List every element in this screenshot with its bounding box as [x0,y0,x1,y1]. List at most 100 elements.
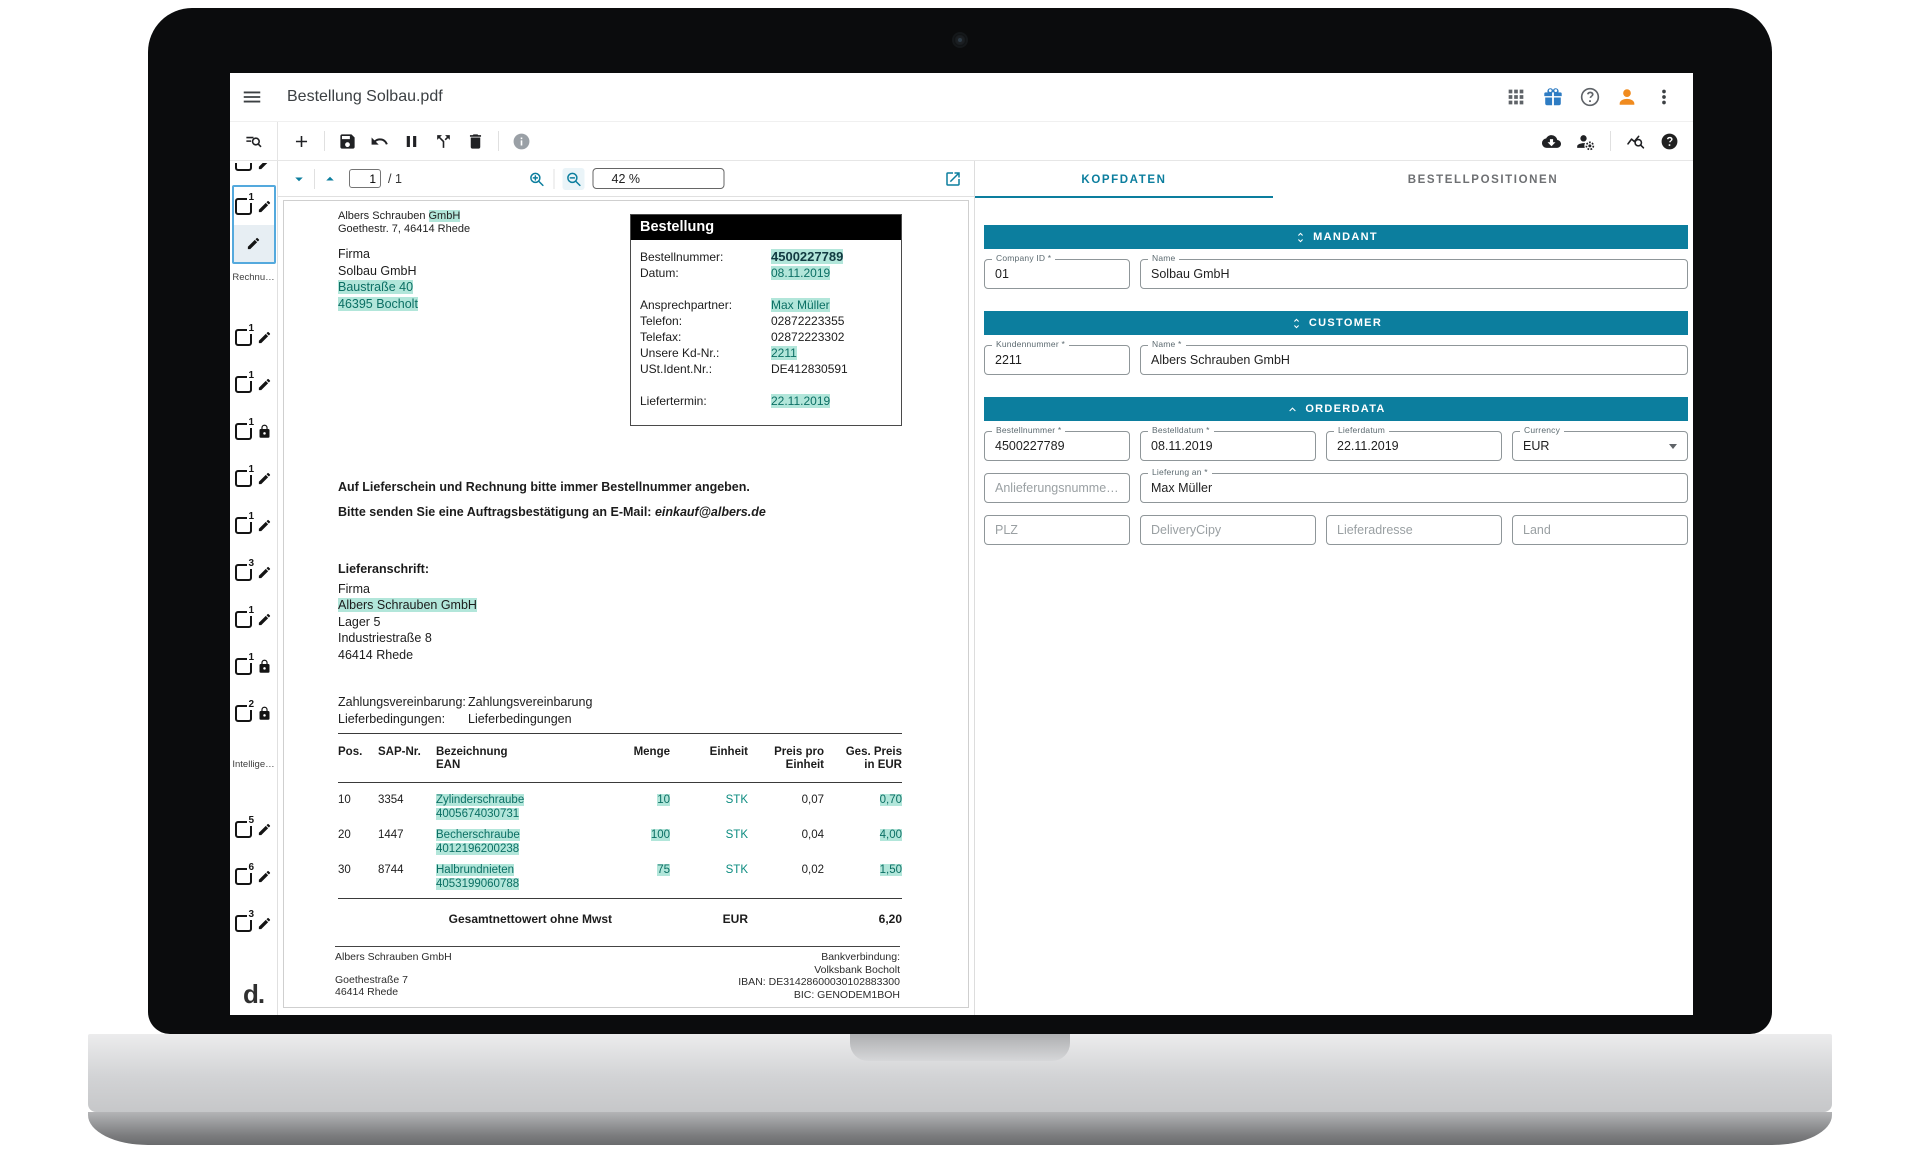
highlighted-token[interactable]: 10 [657,794,670,806]
highlighted-token[interactable]: 4005674030731 [436,807,520,820]
thumbnail-item[interactable]: 1 [235,417,272,444]
page-number-input[interactable] [349,169,381,188]
audit-search-icon[interactable] [1626,132,1645,151]
open-in-new-icon[interactable] [944,170,962,188]
highlighted-token[interactable]: 2211 [771,346,797,360]
app-header: Bestellung Solbau.pdf [230,73,1693,122]
thumbnail-item[interactable]: 3 [235,909,272,936]
highlighted-token[interactable]: 0,70 [879,794,902,806]
document-icon: 3 [235,909,255,932]
highlighted-token[interactable]: Max Müller [771,298,830,312]
thumbnail-item[interactable]: 5 [235,815,272,842]
thumbnail-item-partial[interactable] [235,163,272,171]
thumbnail-item[interactable]: 1 [235,605,272,632]
highlighted-token[interactable]: 4500227789 [771,249,844,264]
section-header-mandant[interactable]: MANDANT [984,225,1688,249]
more-options-icon[interactable] [1653,86,1675,108]
highlighted-token[interactable]: Zylinderschraube [436,794,525,806]
highlighted-token[interactable]: 75 [657,864,670,876]
gift-icon[interactable] [1542,86,1564,108]
bestellnummer-field[interactable]: Bestellnummer * 4500227789 [984,425,1130,461]
document-toolbar [230,122,1693,161]
thumbnail-item[interactable]: 2 [235,699,272,726]
order-box-title: Bestellung [631,215,901,240]
pdf-order-box: Bestellung Bestellnummer: 4500227789 Datu… [630,214,902,426]
thumbnail-sidebar: 1 Rechnu… 1 1 [230,161,278,1015]
tab-kopfdaten[interactable]: KOPFDATEN [975,161,1273,198]
undo-icon[interactable] [370,132,389,151]
document-icon: 1 [235,193,255,215]
split-document-icon[interactable] [434,132,453,151]
company-id-field[interactable]: Company ID * 01 [984,253,1130,289]
page-up-icon[interactable] [321,170,339,188]
highlighted-token[interactable]: Becherschraube [436,829,520,841]
thumbnail-item[interactable]: 6 [235,862,272,889]
thumbnail-item[interactable]: 3 [235,558,272,585]
info-icon[interactable] [512,132,531,151]
zoom-out-icon[interactable] [565,170,583,188]
thumbnail-item[interactable]: 1 [235,511,272,538]
zoom-controls: 42 % [528,167,725,190]
lieferdatum-field[interactable]: Lieferdatum 22.11.2019 [1326,425,1502,461]
table-row: 20 1447 Becherschraube 4012196200238 100 … [338,829,902,855]
thumbnail-item[interactable]: 1 [235,370,272,397]
document-icon: 2 [235,699,255,722]
pdf-footer: Albers Schrauben GmbH Goethestraße 7 464… [335,946,900,1001]
highlighted-token[interactable]: 22.11.2019 [771,394,831,408]
apps-grid-icon[interactable] [1505,86,1527,108]
highlighted-token[interactable]: 46395 Bocholt [338,296,418,311]
delete-icon[interactable] [466,132,485,151]
pencil-icon [258,163,268,170]
land-field[interactable]: Land [1512,515,1688,545]
laptop-bezel: Bestellung Solbau.pdf [148,8,1772,1034]
highlighted-token[interactable]: Halbrundnieten [436,864,515,876]
kundennummer-field[interactable]: Kundennummer * 2211 [984,339,1130,375]
thumbnail-item-selected[interactable]: 1 [231,185,276,264]
highlighted-token[interactable]: 08.11.2019 [771,266,831,280]
cloud-download-icon[interactable] [1542,132,1561,151]
help-filled-icon[interactable] [1660,132,1679,151]
bestelldatum-field[interactable]: Bestelldatum * 08.11.2019 [1140,425,1316,461]
currency-select[interactable]: Currency EUR [1512,425,1688,461]
menu-icon[interactable] [241,86,263,108]
lieferung-an-field[interactable]: Lieferung an * Max Müller [1140,467,1688,503]
document-icon: 1 [235,417,255,440]
highlighted-token[interactable]: 4012196200238 [436,842,520,855]
dvelop-logo: d. [242,979,265,1009]
mandant-name-field[interactable]: Name Solbau GmbH [1140,253,1688,289]
plz-field[interactable]: PLZ [984,515,1130,545]
thumbnail-item[interactable]: 1 [235,464,272,491]
delivery-city-field[interactable]: DeliveryCipy [1140,515,1316,545]
customer-name-field[interactable]: Name * Albers Schrauben GmbH [1140,339,1688,375]
highlighted-token[interactable]: 4,00 [879,829,902,841]
metadata-panel: KOPFDATEN BESTELLPOSITIONEN MANDANT Comp… [975,161,1693,1015]
page-count-badge: 1 [247,192,255,203]
zoom-in-icon[interactable] [528,170,546,188]
section-header-orderdata[interactable]: ORDERDATA [984,397,1688,421]
help-icon[interactable] [1579,86,1601,108]
lieferadresse-field[interactable]: Lieferadresse [1326,515,1502,545]
tab-bestellpositionen[interactable]: BESTELLPOSITIONEN [1407,173,1559,186]
page-total: / 1 [388,171,402,186]
document-icon [235,163,252,171]
zoom-level-input[interactable]: 42 % [592,168,725,189]
anlieferungsnummer-field[interactable]: Anlieferungsnumme… [984,473,1130,503]
highlighted-token[interactable]: GmbH [428,210,461,222]
document-icon: 1 [235,511,255,534]
thumbnail-item[interactable]: 1 [235,323,272,350]
highlighted-token[interactable]: 1,50 [879,864,902,876]
account-icon[interactable] [1616,86,1638,108]
pdf-sender-block: Albers Schrauben GmbH Goethestr. 7, 4641… [338,210,471,235]
user-admin-icon[interactable] [1576,132,1595,151]
page-down-icon[interactable] [290,170,308,188]
add-icon[interactable] [292,132,311,151]
highlighted-token[interactable]: 4053199060788 [436,877,520,890]
highlighted-token[interactable]: Albers Schrauben GmbH [338,598,477,612]
pause-icon[interactable] [402,132,421,151]
highlighted-token[interactable]: 100 [650,829,670,841]
save-icon[interactable] [338,132,357,151]
search-documents-icon[interactable] [244,132,263,151]
highlighted-token[interactable]: Baustraße 40 [338,280,414,294]
section-header-customer[interactable]: CUSTOMER [984,311,1688,335]
thumbnail-item[interactable]: 1 [235,652,272,679]
